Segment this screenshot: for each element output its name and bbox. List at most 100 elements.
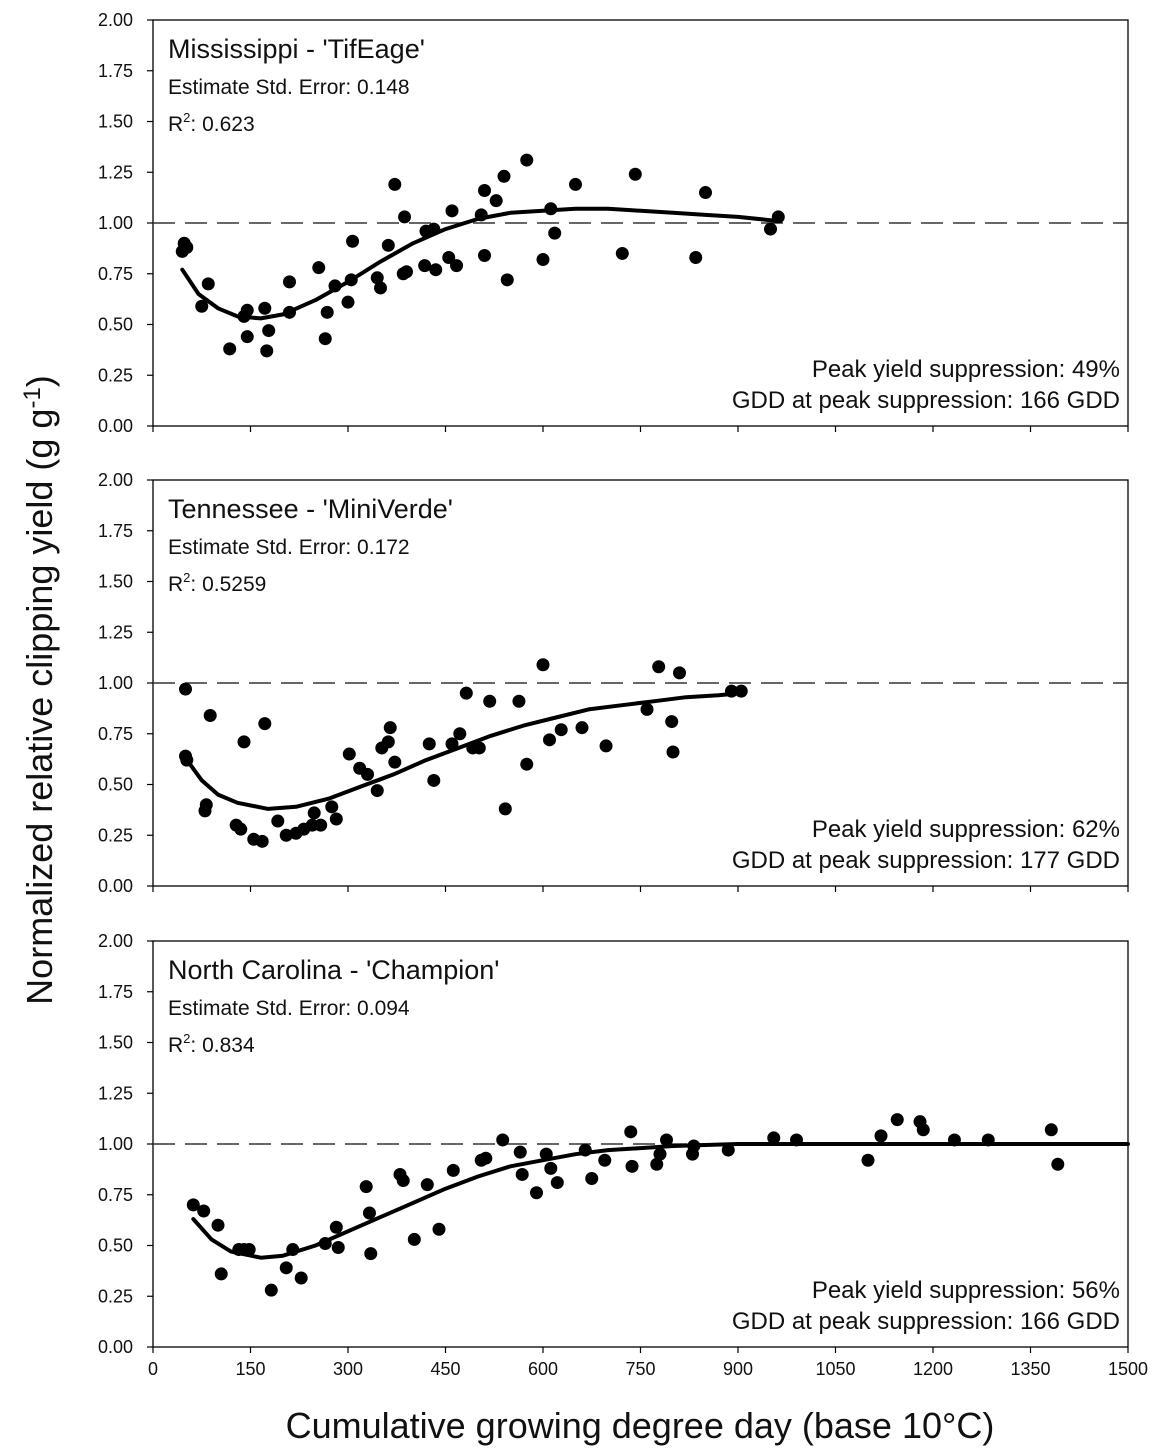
data-point xyxy=(283,275,296,289)
r-squared-label: R2: 0.5259 xyxy=(168,570,266,596)
data-point xyxy=(673,666,686,680)
peak-suppression-label: Peak yield suppression: 56% xyxy=(812,1277,1120,1304)
data-point xyxy=(861,1153,875,1167)
peak-gdd-label: GDD at peak suppression: 166 GDD xyxy=(732,387,1120,414)
data-point xyxy=(513,1145,527,1159)
data-point xyxy=(370,271,384,285)
data-point xyxy=(479,1151,493,1165)
r-squared-value: : 0.5259 xyxy=(190,573,266,596)
data-point xyxy=(318,332,332,346)
fitted-curve xyxy=(180,206,781,321)
data-point xyxy=(180,240,194,254)
x-tick-label: 450 xyxy=(430,1359,460,1379)
r-squared-symbol: R xyxy=(168,573,183,596)
y-tick-label: 2.00 xyxy=(98,10,133,30)
data-point xyxy=(569,177,582,191)
data-point xyxy=(279,1261,293,1275)
data-point xyxy=(478,248,491,262)
data-point xyxy=(186,1198,200,1212)
r-squared-exponent: 2 xyxy=(183,570,190,585)
y-tick-label: 0.25 xyxy=(98,1286,133,1306)
r-squared-label: R2: 0.834 xyxy=(168,1031,255,1057)
y-tick-label: 0.00 xyxy=(98,876,133,896)
data-point xyxy=(422,737,436,751)
std-error-label: Estimate Std. Error: 0.148 xyxy=(168,76,410,99)
data-point xyxy=(331,1241,345,1255)
data-point xyxy=(258,301,272,315)
y-tick-label: 1.25 xyxy=(98,162,133,182)
data-point xyxy=(585,1172,599,1186)
std-error-label: Estimate Std. Error: 0.094 xyxy=(168,997,410,1020)
data-point xyxy=(396,1174,410,1188)
data-point xyxy=(496,1133,510,1147)
data-point xyxy=(689,251,703,265)
y-tick-label: 0.00 xyxy=(98,416,133,436)
fitted-curve xyxy=(191,1142,1130,1260)
std-error-label: Estimate Std. Error: 0.172 xyxy=(168,536,410,559)
data-point xyxy=(420,1178,434,1192)
r-squared-value: : 0.834 xyxy=(190,1034,255,1057)
y-tick-label: 1.75 xyxy=(98,61,133,81)
panel-title: Mississippi - 'TifEage' xyxy=(168,34,425,64)
data-point xyxy=(652,660,666,674)
data-point xyxy=(432,1222,446,1236)
data-point xyxy=(214,1267,228,1281)
y-tick-label: 0.00 xyxy=(98,1337,133,1357)
data-point xyxy=(536,253,550,267)
data-point xyxy=(721,1143,735,1157)
y-tick-label: 0.25 xyxy=(98,825,133,845)
data-point xyxy=(197,1204,211,1218)
data-point xyxy=(199,798,213,812)
y-tick-label: 1.50 xyxy=(98,112,133,132)
data-point xyxy=(515,1167,529,1181)
r-squared-symbol: R xyxy=(168,1034,183,1057)
data-point xyxy=(381,238,395,252)
data-point xyxy=(520,153,534,167)
x-tick-label: 750 xyxy=(625,1359,655,1379)
data-point xyxy=(388,177,402,191)
data-point xyxy=(666,745,680,759)
data-point xyxy=(498,802,512,816)
data-point xyxy=(497,169,511,183)
data-point xyxy=(240,330,254,344)
data-point xyxy=(255,834,269,848)
y-tick-label: 1.00 xyxy=(98,213,133,233)
y-tick-label: 0.25 xyxy=(98,365,133,385)
data-point xyxy=(640,702,654,716)
data-point xyxy=(346,234,360,248)
data-point xyxy=(450,259,464,273)
y-tick-label: 2.00 xyxy=(98,931,133,951)
x-axis-title: Cumulative growing degree day (base 10°C… xyxy=(286,1405,995,1446)
y-tick-label: 1.00 xyxy=(98,673,133,693)
data-point xyxy=(544,1161,558,1175)
data-point xyxy=(240,303,254,317)
panel-title: Tennessee - 'MiniVerde' xyxy=(168,494,453,524)
y-tick-label: 1.50 xyxy=(98,1033,133,1053)
data-point xyxy=(453,727,467,741)
data-point xyxy=(418,259,432,273)
data-point xyxy=(665,715,679,729)
peak-suppression-label: Peak yield suppression: 49% xyxy=(812,356,1120,383)
y-tick-label: 1.25 xyxy=(98,1083,133,1103)
peak-suppression-label: Peak yield suppression: 62% xyxy=(812,816,1120,843)
data-point xyxy=(211,1218,225,1232)
y-tick-label: 0.75 xyxy=(98,724,133,744)
data-point xyxy=(699,186,712,200)
data-point xyxy=(442,251,456,265)
data-point xyxy=(258,717,272,731)
peak-gdd-label: GDD at peak suppression: 166 GDD xyxy=(732,1308,1120,1335)
data-point xyxy=(628,167,642,181)
y-axis-title-exponent: -1 xyxy=(19,387,46,408)
data-point xyxy=(598,1153,612,1167)
data-point xyxy=(500,273,514,287)
data-point xyxy=(264,1283,278,1297)
peak-gdd-label: GDD at peak suppression: 177 GDD xyxy=(732,847,1120,874)
data-point xyxy=(381,735,395,749)
data-point xyxy=(512,694,526,708)
y-tick-label: 1.50 xyxy=(98,572,133,592)
data-point xyxy=(1051,1157,1065,1171)
data-point xyxy=(294,1271,308,1285)
chart-panels: 0.00 0.25 0.50 0.75 1.00 1.25 1.50 1.75 2.00 Miss… xyxy=(98,10,1148,1379)
data-point xyxy=(407,1232,421,1246)
data-point xyxy=(341,295,355,309)
